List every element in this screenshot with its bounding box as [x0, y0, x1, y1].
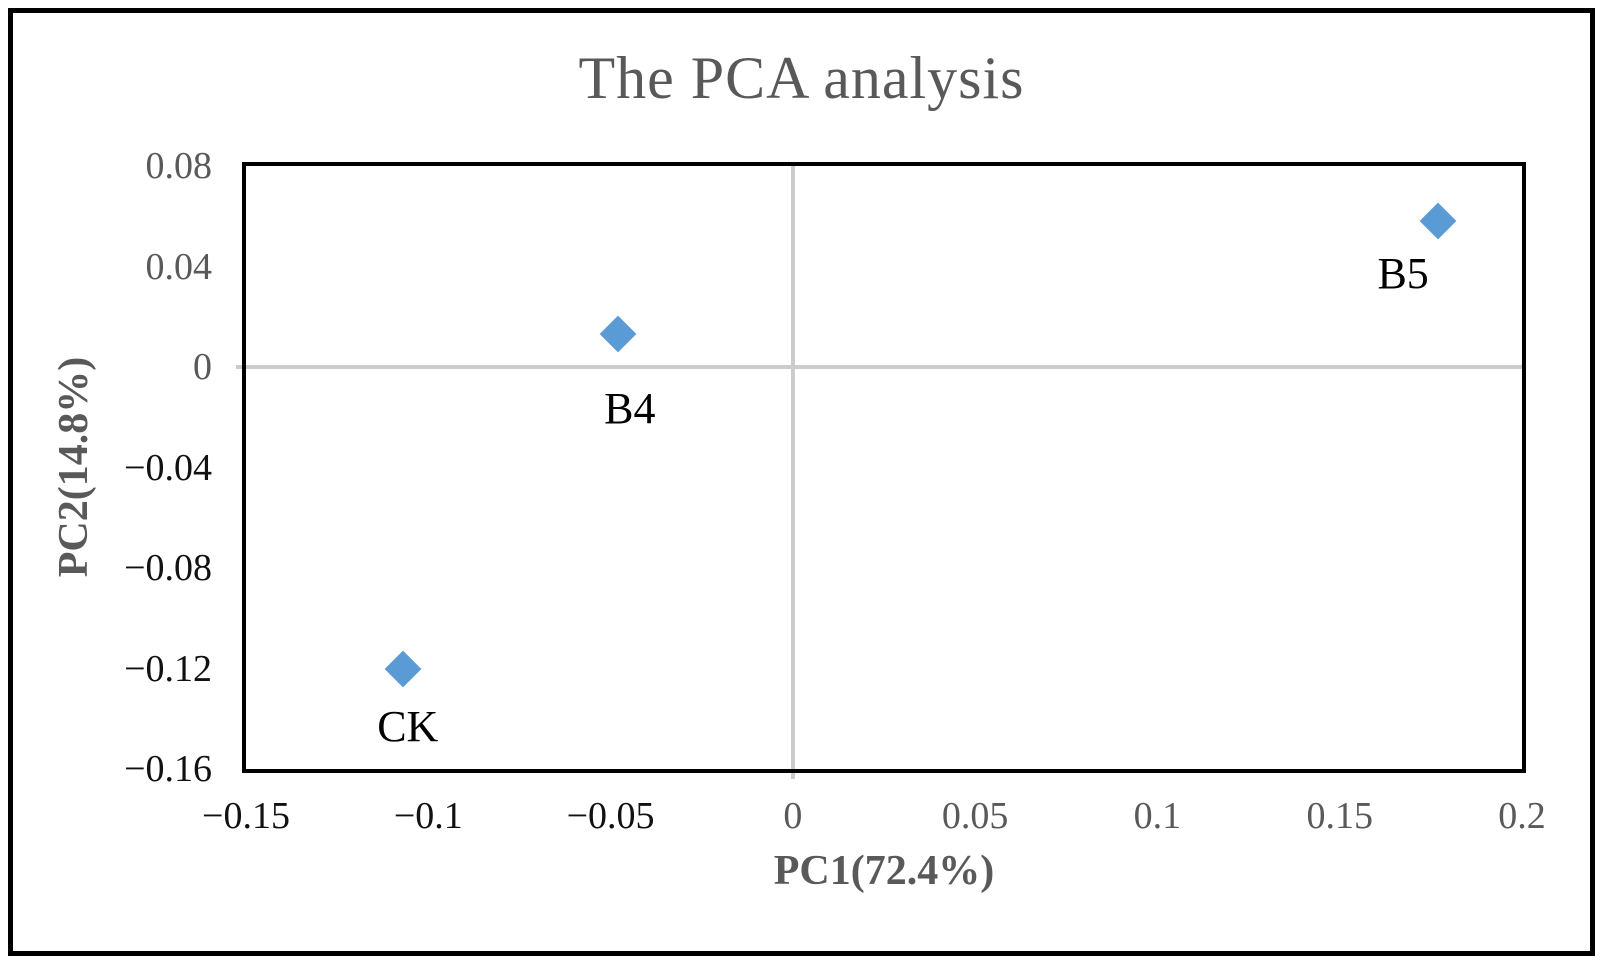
- data-point-diamond-B4: [599, 315, 637, 353]
- y-tick-label: 0.08: [145, 145, 213, 187]
- chart-title: The PCA analysis: [578, 45, 1025, 111]
- y-axis-title: PC2(14.8%): [51, 356, 97, 578]
- data-point-diamond-CK: [384, 650, 422, 687]
- data-point-label-CK: CK: [377, 701, 439, 751]
- x-tick-label: 0.1: [1133, 795, 1182, 837]
- y-tick-label: −0.04: [124, 446, 212, 489]
- x-tick-label: 0.05: [941, 795, 1009, 837]
- x-tick-label: 0.2: [1498, 795, 1546, 837]
- y-tick-label: −0.08: [124, 547, 212, 589]
- zero-line-vertical: [790, 166, 795, 779]
- data-point-label-B4: B4: [604, 384, 656, 434]
- y-tick-label: 0: [193, 346, 212, 388]
- plot-area: CK B4 B5: [236, 162, 1526, 779]
- y-tick-label: −0.16: [124, 748, 212, 790]
- x-axis-title: PC1(72.4%): [773, 848, 995, 894]
- x-tick-label: −0.1: [393, 795, 463, 837]
- x-tick-label: −0.15: [202, 795, 290, 837]
- y-tick-label: −0.12: [124, 647, 212, 690]
- data-point-label-B5: B5: [1377, 249, 1429, 299]
- zero-line-horizontal: [236, 365, 1522, 369]
- plot-border: [242, 162, 1526, 773]
- x-tick-label: 0.15: [1306, 795, 1373, 837]
- x-tick-label: −0.05: [566, 795, 655, 837]
- y-tick-label: 0.04: [145, 245, 213, 288]
- data-point-diamond-B5: [1419, 202, 1457, 240]
- x-tick-label: 0: [783, 795, 803, 837]
